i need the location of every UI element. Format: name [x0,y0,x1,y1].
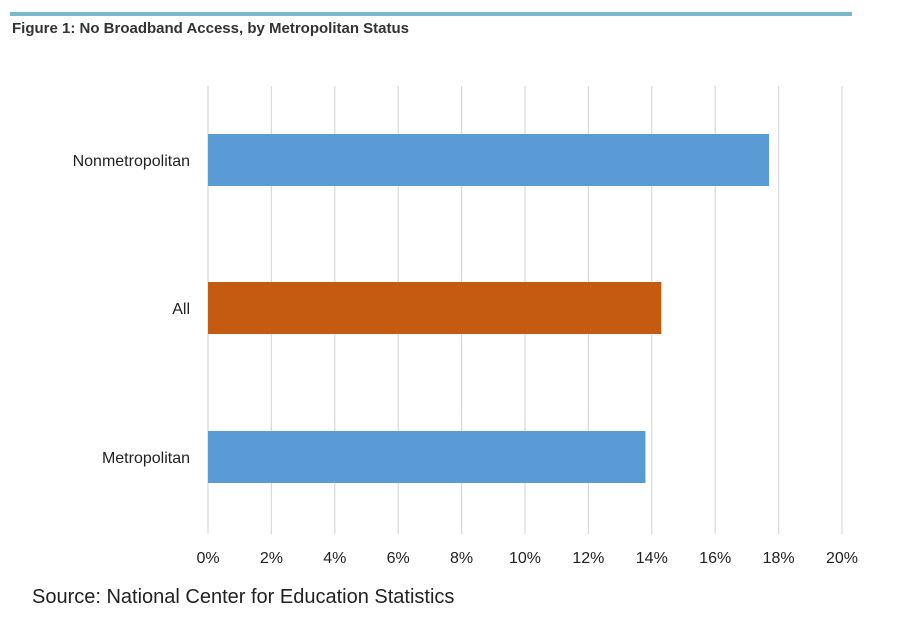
x-tick-label: 20% [826,550,858,567]
x-tick-label: 10% [509,550,541,567]
x-tick-label: 18% [763,550,795,567]
x-tick-label: 4% [323,550,346,567]
title-rule [10,12,852,16]
x-tick-label: 14% [636,550,668,567]
x-tick-label: 16% [699,550,731,567]
source-note: Source: National Center for Education St… [32,586,455,608]
x-tick-label: 2% [260,550,283,567]
bar-all [208,282,662,334]
bar-nonmetropolitan [208,134,770,186]
figure-title: Figure 1: No Broadband Access, by Metrop… [12,20,410,37]
category-label: Metropolitan [102,450,190,467]
category-label: All [172,301,190,318]
bar-metropolitan [208,431,646,483]
x-tick-label: 6% [387,550,410,567]
x-tick-label: 8% [450,550,473,567]
x-tick-label: 0% [196,550,219,567]
category-label: Nonmetropolitan [73,153,190,170]
x-tick-label: 12% [572,550,604,567]
